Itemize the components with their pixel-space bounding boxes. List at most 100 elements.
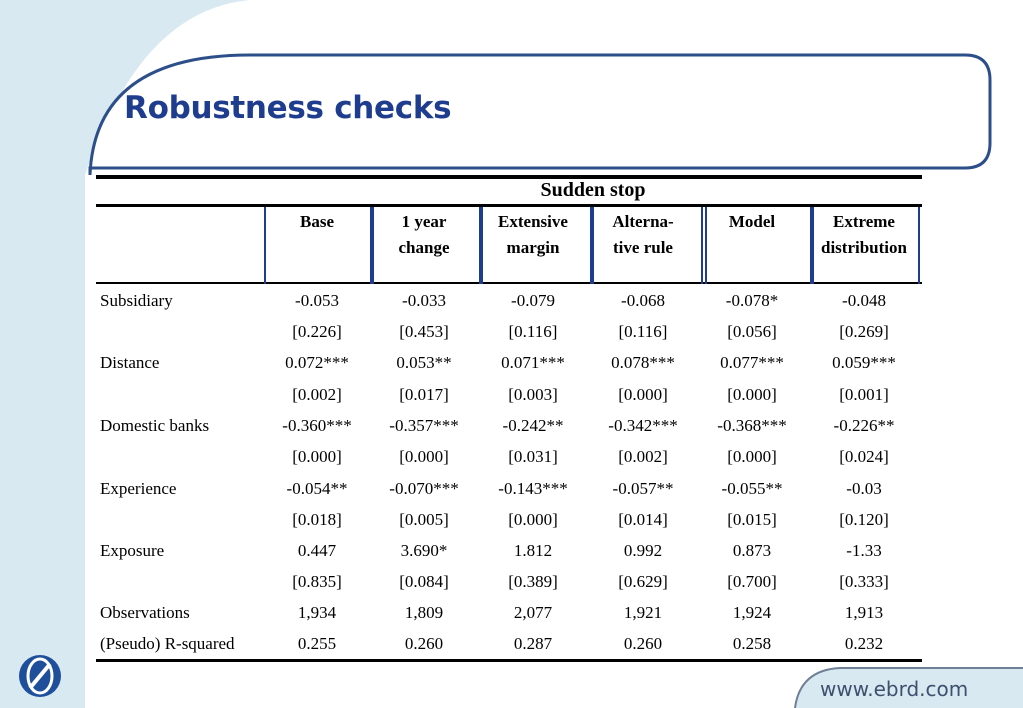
table-cell: [0.084]	[399, 572, 449, 591]
column-header-line1: Extreme	[832, 212, 895, 231]
table-cell: [0.024]	[839, 447, 889, 466]
table-cell: -0.070***	[389, 479, 459, 498]
table-cell: [0.031]	[508, 447, 558, 466]
table-cell: 0.072***	[285, 353, 349, 372]
website-link[interactable]: www.ebrd.com	[820, 677, 969, 701]
column-divider-2-left	[372, 207, 374, 284]
column-header: Extensive margin	[498, 209, 568, 261]
table-cell: [0.333]	[839, 572, 889, 591]
table-cell: [0.453]	[399, 322, 449, 341]
results-table: Sudden stop Base 1 year change Extensive mar…	[96, 175, 922, 663]
table-cell: -0.048	[842, 291, 886, 310]
row-label: Subsidiary	[100, 291, 173, 310]
table-cell: -0.357***	[389, 416, 459, 435]
table-cell: [0.014]	[618, 510, 668, 529]
table-cell: [0.116]	[618, 322, 668, 341]
table-cell: 0.287	[513, 634, 553, 653]
super-header: Sudden stop	[540, 179, 646, 201]
column-header: Base	[300, 209, 334, 235]
table-cell: [0.629]	[618, 572, 668, 591]
table-cell: -1.33	[846, 541, 882, 560]
table-cell: [0.000]	[292, 447, 342, 466]
column-header: Alterna-tive rule	[612, 209, 673, 261]
footer-band-shape	[795, 668, 1023, 708]
row-label: Domestic banks	[100, 416, 210, 435]
table-cell: 0.992	[623, 541, 663, 560]
table-cell: -0.242**	[502, 416, 564, 435]
column-divider-3-right	[590, 207, 592, 284]
table-cell: -0.342***	[608, 416, 678, 435]
table-cell: [0.000]	[727, 447, 777, 466]
column-header-line1: Model	[728, 212, 776, 231]
column-divider-6-left	[812, 207, 814, 284]
column-header-line2: change	[398, 238, 450, 257]
table-cell: 1,924	[732, 603, 772, 622]
table-cell: -0.143***	[498, 479, 568, 498]
slide-title: Robustness checks	[124, 90, 452, 126]
column-divider-2-right	[479, 207, 481, 284]
table-cell: [0.000]	[727, 385, 777, 404]
table-cell: 0.447	[297, 541, 337, 560]
table-cell: 3.690*	[400, 541, 448, 560]
subheader-rule	[96, 204, 922, 207]
column-divider-4-left	[592, 207, 594, 284]
table-cell: -0.078*	[725, 291, 779, 310]
row-label: Observations	[100, 603, 190, 622]
table-cell: -0.368***	[717, 416, 787, 435]
table-cell: [0.017]	[399, 385, 449, 404]
row-label: Experience	[100, 479, 177, 498]
column-header: Model	[729, 209, 775, 235]
column-header-line1: 1 year	[401, 212, 447, 231]
table-cell: 1,934	[297, 603, 337, 622]
table-cell: 1,809	[404, 603, 444, 622]
table-cell: 0.078***	[611, 353, 675, 372]
table-cell: 0.255	[297, 634, 337, 653]
table-cell: [0.700]	[727, 572, 777, 591]
table-cell: -0.053	[295, 291, 339, 310]
column-header-line1: Base	[300, 212, 334, 231]
table-cell: 0.071***	[501, 353, 565, 372]
table-cell: [0.116]	[508, 322, 558, 341]
column-divider-3-left	[481, 207, 483, 284]
table-cell: [0.018]	[292, 510, 342, 529]
row-label: (Pseudo) R-squared	[100, 634, 235, 653]
table-cell: [0.005]	[399, 510, 449, 529]
column-divider-4-right	[701, 207, 703, 284]
table-cell: [0.003]	[508, 385, 558, 404]
column-divider-6-right	[918, 207, 920, 284]
table-cell: [0.835]	[292, 572, 342, 591]
row-label: Distance	[100, 353, 160, 372]
table-cell: 0.059***	[832, 353, 896, 372]
table-cell: 1,913	[844, 603, 884, 622]
table-cell: -0.055**	[721, 479, 783, 498]
table-cell: [0.001]	[839, 385, 889, 404]
table-cell: 1,921	[623, 603, 663, 622]
table-cell: [0.120]	[839, 510, 889, 529]
table-cell: 0.873	[732, 541, 772, 560]
table-cell: [0.000]	[618, 385, 668, 404]
left-band-shape	[0, 0, 250, 708]
table-cell: [0.002]	[292, 385, 342, 404]
column-divider-5-left	[705, 207, 707, 284]
column-header-line1: Extensive	[498, 212, 568, 231]
table-cell: 0.258	[732, 634, 772, 653]
column-header: 1 year change	[399, 209, 450, 261]
table-cell: [0.389]	[508, 572, 558, 591]
table-cell: -0.079	[511, 291, 555, 310]
table-cell: -0.057**	[612, 479, 674, 498]
table-cell: [0.002]	[618, 447, 668, 466]
table-cell: 0.232	[844, 634, 884, 653]
table-cell: 0.077***	[720, 353, 784, 372]
table-cell: -0.360***	[282, 416, 352, 435]
table-cell: [0.226]	[292, 322, 342, 341]
table-cell: -0.03	[846, 479, 882, 498]
table-cell: [0.056]	[727, 322, 777, 341]
table-cell: -0.033	[402, 291, 446, 310]
column-divider-1-left	[264, 207, 266, 284]
column-header: Extreme distribution	[821, 209, 907, 261]
table-cell: [0.015]	[727, 510, 777, 529]
table-cell: 0.053**	[396, 353, 452, 372]
footer-band-outline	[794, 667, 1023, 708]
table-cell: 1.812	[513, 541, 553, 560]
